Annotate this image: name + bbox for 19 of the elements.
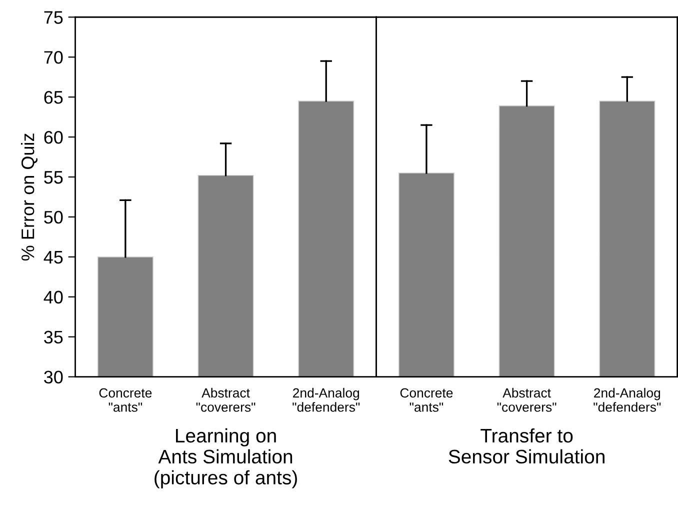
x-axis-title: Transfer to Sensor Simulation [448, 428, 604, 464]
y-tick-label: 30 [44, 370, 63, 384]
y-tick-label: 55 [44, 171, 63, 184]
x-tick-label: Abstract "coverers" [196, 388, 256, 412]
y-tick-label: 35 [44, 330, 63, 344]
y-tick-label: 60 [44, 130, 63, 144]
y-tick-label: 70 [44, 51, 63, 64]
y-tick-label: 40 [44, 290, 63, 304]
x-tick-label: 2nd-Analog "defenders" [292, 388, 360, 412]
y-tick-label: 45 [44, 251, 63, 264]
y-tick-label: 50 [44, 210, 63, 224]
y-tick-label: 65 [44, 90, 63, 104]
x-axis-title: Learning on Ants Simulation (pictures of ants) [154, 428, 297, 488]
x-tick-label: Concrete "ants" [400, 388, 453, 412]
x-tick-label: 2nd-Analog "defenders" [594, 388, 661, 412]
x-tick-label: Concrete "ants" [99, 388, 152, 412]
y-axis-title: % Error on Quiz [20, 134, 38, 261]
x-tick-label: Abstract "coverers" [497, 388, 556, 412]
y-tick-label: 75 [44, 11, 63, 24]
